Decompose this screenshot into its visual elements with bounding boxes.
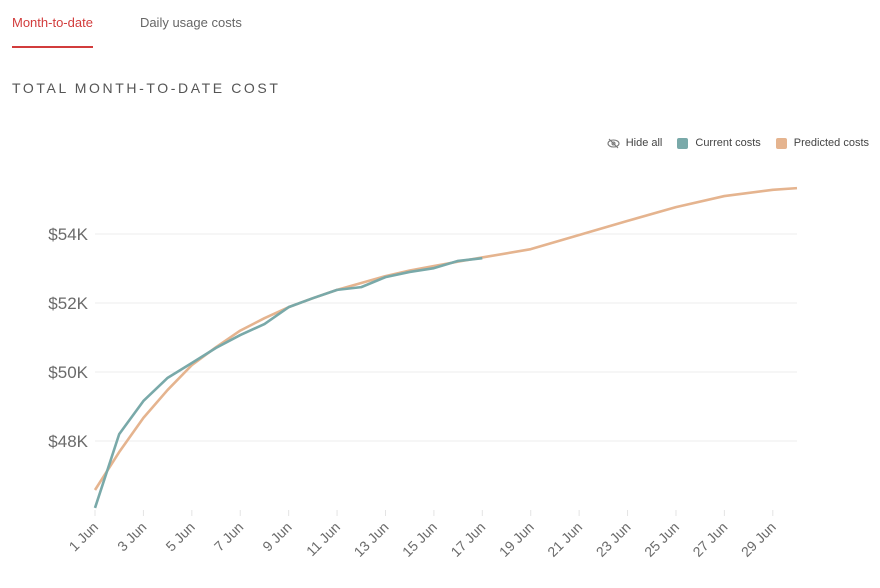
x-tick-label: 7 Jun [211,519,247,555]
y-tick-label: $50K [48,363,88,382]
x-tick-label: 21 Jun [544,519,585,560]
x-tick-label: 27 Jun [689,519,730,560]
x-tick-label: 29 Jun [738,519,779,560]
x-tick-label: 9 Jun [259,519,295,555]
x-tick-label: 1 Jun [66,519,102,555]
section-title: TOTAL MONTH-TO-DATE COST [12,80,281,96]
x-tick-label: 17 Jun [447,519,488,560]
legend-label-predicted: Predicted costs [793,137,869,149]
tab-month-to-date[interactable]: Month-to-date [12,0,93,48]
x-tick-label: 23 Jun [593,519,634,560]
chart-legend: Hide all Current costs Predicted costs [592,137,869,149]
legend-item-current[interactable]: Current costs [677,137,761,149]
x-tick-label: 3 Jun [114,519,150,555]
eye-slash-icon [607,138,620,148]
x-tick-label: 25 Jun [641,519,682,560]
tab-bar: Month-to-date Daily usage costs [12,0,289,48]
x-tick-label: 19 Jun [496,519,537,560]
x-tick-label: 5 Jun [162,519,198,555]
tab-daily-usage-costs[interactable]: Daily usage costs [139,15,242,30]
hide-all-label: Hide all [625,137,663,149]
hide-all-button[interactable]: Hide all [607,137,663,149]
x-tick-label: 13 Jun [351,519,392,560]
current-costs-line[interactable] [93,256,483,509]
predicted-swatch [775,137,787,149]
legend-item-predicted[interactable]: Predicted costs [775,137,869,149]
x-tick-label: 15 Jun [399,519,440,560]
legend-label-current: Current costs [695,137,761,149]
current-swatch [677,137,689,149]
y-tick-label: $48K [48,432,88,451]
x-tick-label: 11 Jun [303,519,343,559]
predicted-costs-line[interactable] [93,186,798,491]
y-tick-label: $54K [48,225,88,244]
y-tick-label: $52K [48,294,88,313]
